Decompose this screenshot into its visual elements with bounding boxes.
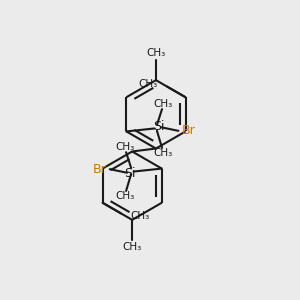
Text: CH₃: CH₃ (115, 142, 134, 152)
Text: CH₃: CH₃ (122, 242, 142, 252)
Text: Br: Br (93, 163, 107, 176)
Text: CH₃: CH₃ (146, 48, 166, 59)
Text: CH₃: CH₃ (130, 212, 149, 221)
Text: CH₃: CH₃ (115, 191, 134, 201)
Text: Si: Si (153, 120, 164, 133)
Text: Br: Br (181, 124, 195, 137)
Text: CH₃: CH₃ (154, 148, 173, 158)
Text: CH₃: CH₃ (139, 79, 158, 88)
Text: Si: Si (124, 167, 135, 180)
Text: CH₃: CH₃ (154, 99, 173, 109)
